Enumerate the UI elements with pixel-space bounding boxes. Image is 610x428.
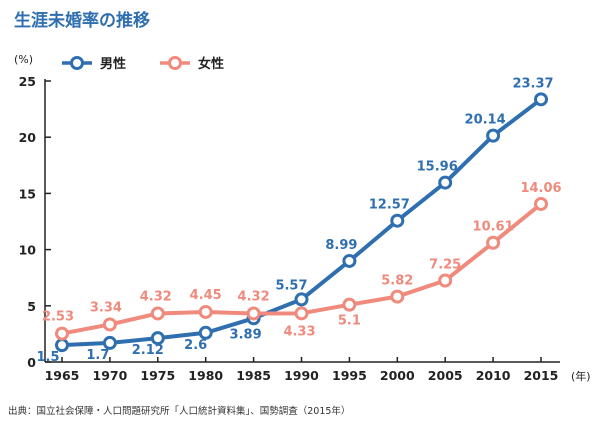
data-point-male: [294, 292, 309, 307]
chart-title: 生涯未婚率の推移: [14, 10, 150, 31]
data-point-female: [534, 196, 548, 211]
data-point-male: [534, 92, 548, 107]
legend-marker-female: [168, 56, 182, 70]
legend-item-female: 女性: [160, 56, 224, 72]
data-label-female: 14.06: [520, 181, 561, 196]
legend-marker-male: [70, 56, 84, 70]
data-label-male: 1.7: [86, 348, 109, 363]
data-point-female: [150, 306, 165, 321]
data-label-female: 4.45: [190, 288, 222, 303]
data-point-female: [102, 317, 117, 332]
data-point-male: [342, 253, 357, 268]
data-point-female: [198, 304, 213, 319]
data-point-female: [246, 306, 261, 321]
legend: 男性 女性: [62, 56, 224, 72]
x-unit-label: (年): [571, 369, 591, 383]
data-label-female: 3.34: [90, 300, 122, 315]
x-tick-label: 1975: [140, 368, 175, 383]
x-tick-label: 1970: [93, 368, 128, 383]
data-label-male: 5.57: [275, 278, 307, 293]
series-layer: [55, 92, 548, 353]
legend-item-male: 男性: [62, 56, 126, 72]
data-point-male: [438, 175, 453, 190]
x-tick-label: 2005: [428, 368, 463, 383]
y-tick-label: 20: [19, 130, 37, 145]
data-label-female: 4.32: [238, 289, 270, 304]
data-label-female: 5.82: [381, 274, 413, 289]
source-note: 出典：国立社会保障・人口問題研究所「人口統計資料集」、国勢調査（2015年）: [8, 405, 350, 417]
data-label-male: 8.99: [325, 238, 357, 253]
data-label-female: 7.25: [429, 258, 461, 273]
x-tick-label: 1985: [236, 368, 271, 383]
data-point-female: [294, 306, 309, 321]
data-point-female: [486, 235, 501, 250]
data-point-female: [390, 289, 405, 304]
y-tick-label: 15: [19, 186, 36, 201]
x-tick-label: 1965: [45, 368, 80, 383]
data-point-male: [55, 338, 69, 353]
y-tick-label: 0: [27, 355, 36, 370]
data-point-female: [55, 326, 69, 341]
y-tick-label: 10: [19, 243, 37, 258]
data-point-male: [150, 331, 165, 346]
data-label-male: 2.6: [184, 338, 207, 353]
data-label-male: 3.89: [230, 327, 262, 342]
y-unit-label: (%): [14, 53, 33, 66]
y-tick-label: 25: [19, 74, 36, 89]
data-label-female: 2.53: [42, 310, 74, 325]
data-label-male: 20.14: [465, 113, 506, 128]
x-axis: 1965 1970 1975 1980 1985 1990 1995 2000 2005 2010…: [45, 357, 560, 383]
x-tick-label: 1990: [284, 368, 319, 383]
data-label-female: 4.32: [140, 289, 172, 304]
data-labels: 1.5 1.7 2.12 2.6 3.89 5.57 8.99 12.57 15.96 20.14…: [36, 76, 561, 365]
data-label-male: 12.57: [369, 198, 410, 213]
x-tick-label: 2000: [380, 368, 415, 383]
data-label-male: 23.37: [512, 76, 553, 91]
data-point-female: [438, 273, 453, 288]
data-point-male: [486, 128, 501, 143]
legend-label-female: 女性: [198, 56, 224, 72]
data-label-female: 4.33: [283, 324, 315, 339]
data-point-male: [102, 335, 117, 350]
data-label-female: 5.1: [338, 314, 361, 329]
legend-label-male: 男性: [100, 56, 126, 72]
data-label-male: 1.5: [36, 350, 59, 365]
y-tick-label: 5: [27, 299, 36, 314]
x-tick-label: 2010: [476, 368, 511, 383]
data-label-female: 10.61: [473, 220, 514, 235]
y-axis: 0 5 10 15 20 25: [19, 74, 51, 370]
data-label-male: 2.12: [132, 343, 164, 358]
data-point-male: [390, 213, 405, 228]
x-tick-label: 1995: [332, 368, 367, 383]
data-point-male: [198, 325, 213, 340]
x-tick-label: 1980: [188, 368, 223, 383]
x-tick-label: 2015: [524, 368, 559, 383]
data-label-male: 15.96: [417, 160, 458, 175]
data-point-female: [342, 297, 357, 312]
